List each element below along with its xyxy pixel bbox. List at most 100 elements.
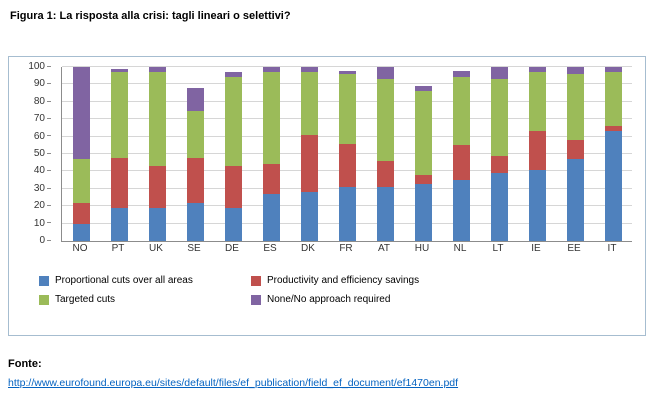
segment-es-proportional-cuts-over-all-areas [262,194,280,241]
segment-nl-none-no-approach-required [452,70,470,78]
segment-uk-none-no-approach-required [148,67,166,73]
y-tick-label-100: 100 [28,62,51,72]
x-tick-label-uk: UK [149,243,163,254]
segment-at-productivity-and-efficiency-savings [376,160,394,188]
bar-no [72,67,90,241]
legend-item-productivity-and-efficiency-savings: Productivity and efficiency savings [251,275,419,286]
bar-ee [566,67,584,241]
bars-area [62,67,632,241]
segment-de-none-no-approach-required [224,72,242,78]
legend-label-productivity-and-efficiency-savings: Productivity and efficiency savings [267,275,420,286]
bar-pt [110,67,128,241]
x-tick-label-hu: HU [414,243,430,254]
legend: Proportional cuts over all areas Producti… [39,275,419,305]
x-tick-label-ie: IE [531,243,541,254]
legend-item-targeted-cuts: Targeted cuts [39,294,251,305]
segment-dk-proportional-cuts-over-all-areas [300,192,318,241]
legend-item-none-no-approach-required: None/No approach required [251,294,419,305]
y-tick-label-30: 30 [34,183,51,194]
bar-de [224,67,242,241]
segment-at-targeted-cuts [376,79,394,161]
segment-de-productivity-and-efficiency-savings [224,166,242,208]
segment-lt-proportional-cuts-over-all-areas [490,173,508,241]
segment-se-none-no-approach-required [186,87,204,111]
bar-column-uk [138,67,176,241]
segment-no-proportional-cuts-over-all-areas [72,223,90,241]
legend-item-proportional-cuts-over-all-areas: Proportional cuts over all areas [39,275,251,286]
y-tick-label-20: 20 [34,201,51,211]
segment-es-targeted-cuts [262,72,280,165]
bar-at [376,67,394,241]
bar-column-hu [404,67,442,241]
segment-es-none-no-approach-required [262,67,280,73]
x-tick-label-at: AT [377,243,391,254]
segment-pt-targeted-cuts [110,72,128,158]
segment-pt-none-no-approach-required [110,68,128,73]
segment-it-none-no-approach-required [604,67,622,73]
x-tick-label-de: DE [225,243,239,254]
legend-swatch-productivity-and-efficiency-savings [251,275,261,286]
x-tick-label-it: IT [607,243,617,254]
x-tick-label-no: NO [72,243,88,254]
segment-it-proportional-cuts-over-all-areas [604,131,622,241]
bar-column-se [176,67,214,241]
segment-ie-proportional-cuts-over-all-areas [528,169,546,241]
x-tick-label-lt: LT [492,243,504,254]
figure-title: Figura 1: La risposta alla crisi: tagli … [10,10,291,22]
legend-label-proportional-cuts-over-all-areas: Proportional cuts over all areas [55,275,193,286]
segment-ee-proportional-cuts-over-all-areas [566,159,584,241]
bar-lt [490,67,508,241]
segment-no-productivity-and-efficiency-savings [72,202,90,224]
segment-no-targeted-cuts [72,159,90,203]
chart-container: 0 10 20 30 40 50 60 70 80 90 100 NO PT UK SE DE ES DK FR A… [8,56,646,336]
segment-de-targeted-cuts [224,77,242,167]
segment-at-proportional-cuts-over-all-areas [376,187,394,241]
x-tick-label-es: ES [263,243,277,254]
segment-uk-proportional-cuts-over-all-areas [148,207,166,241]
segment-fr-targeted-cuts [338,73,356,144]
bar-es [262,67,280,241]
segment-at-none-no-approach-required [376,67,394,80]
segment-pt-proportional-cuts-over-all-areas [110,207,128,241]
segment-ee-targeted-cuts [566,74,584,141]
segment-se-targeted-cuts [186,110,204,158]
segment-nl-proportional-cuts-over-all-areas [452,180,470,241]
segment-nl-targeted-cuts [452,77,470,146]
segment-nl-productivity-and-efficiency-savings [452,145,470,181]
x-tick-label-pt: PT [111,243,125,254]
x-tick-label-se: SE [187,243,201,254]
segment-ie-productivity-and-efficiency-savings [528,131,546,170]
segment-pt-productivity-and-efficiency-savings [110,157,128,208]
y-tick-label-50: 50 [34,149,51,159]
bar-column-ee [556,67,594,241]
bar-column-nl [442,67,480,241]
bar-column-at [366,67,404,241]
bar-dk [300,67,318,241]
segment-ee-productivity-and-efficiency-savings [566,140,584,160]
segment-fr-none-no-approach-required [338,70,356,74]
segment-de-proportional-cuts-over-all-areas [224,207,242,241]
y-tick-label-80: 80 [34,96,51,107]
segment-lt-targeted-cuts [490,79,508,156]
bar-column-dk [290,67,328,241]
segment-fr-proportional-cuts-over-all-areas [338,187,356,241]
segment-dk-targeted-cuts [300,72,318,135]
bar-column-lt [480,67,518,241]
segment-ie-none-no-approach-required [528,67,546,73]
legend-swatch-none-no-approach-required [251,294,261,305]
bar-column-it [594,67,632,241]
x-tick-label-nl: NL [453,243,467,254]
y-axis: 0 10 20 30 40 50 60 70 80 90 100 [9,62,55,246]
segment-it-targeted-cuts [604,72,622,127]
segment-dk-productivity-and-efficiency-savings [300,134,318,193]
segment-hu-targeted-cuts [414,91,432,175]
bar-column-de [214,67,252,241]
y-tick-label-70: 70 [34,114,51,124]
source-link[interactable]: http://www.eurofound.europa.eu/sites/def… [8,377,459,389]
segment-no-none-no-approach-required [72,67,90,160]
legend-label-targeted-cuts: Targeted cuts [55,294,116,305]
bar-uk [148,67,166,241]
bar-column-fr [328,67,366,241]
segment-dk-none-no-approach-required [300,67,318,73]
